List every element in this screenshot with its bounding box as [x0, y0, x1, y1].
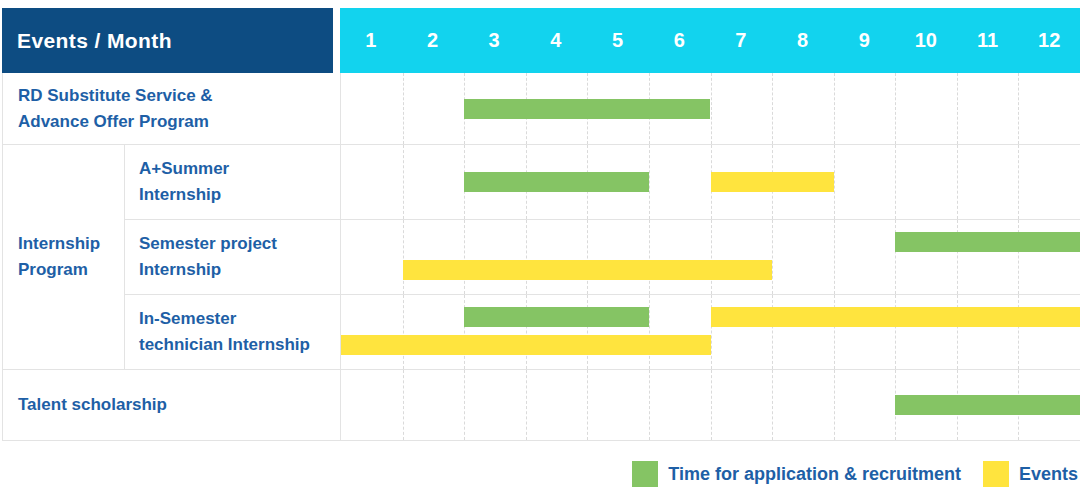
internship-program-group-row: Internship Program A+Summer Internship S…: [3, 145, 1080, 370]
month-gridline: [403, 370, 404, 440]
month-gridline: [772, 220, 773, 294]
table-body: RD Substitute Service & Advance Offer Pr…: [2, 73, 1080, 441]
month-gridline: [834, 145, 835, 219]
row-label-talent-scholarship: Talent scholarship: [3, 370, 340, 440]
month-gridline: [711, 370, 712, 440]
month-gridline: [526, 220, 527, 294]
month-header-cell-9: 9: [833, 8, 895, 73]
month-gridline: [403, 73, 404, 144]
month-gridline: [403, 295, 404, 369]
month-gridline: [526, 370, 527, 440]
month-header-cell-7: 7: [710, 8, 772, 73]
month-gridline: [649, 220, 650, 294]
event-bar: [403, 260, 773, 280]
month-gridline: [403, 145, 404, 219]
row-chart-rd-substitute: [340, 73, 1080, 144]
month-gridline: [587, 220, 588, 294]
month-gridline: [772, 370, 773, 440]
internship-program-subrows: A+Summer Internship Semester project Int…: [125, 145, 1080, 369]
month-gridline: [649, 370, 650, 440]
month-gridline: [1018, 145, 1019, 219]
month-header-row: 1 2 3 4 5 6 7 8 9 10 11 12: [340, 8, 1080, 73]
month-header-cell-2: 2: [402, 8, 464, 73]
event-bar: [341, 335, 711, 355]
month-gridline: [957, 73, 958, 144]
month-gridline: [464, 220, 465, 294]
row-label-in-semester: In-Semester technician Internship: [125, 295, 340, 369]
month-gridline: [464, 370, 465, 440]
month-gridline: [649, 145, 650, 219]
month-gridline: [711, 73, 712, 144]
month-header-cell-12: 12: [1018, 8, 1080, 73]
month-gridline: [711, 220, 712, 294]
month-gridline: [403, 220, 404, 294]
event-bar: [711, 307, 1080, 327]
group-label-internship-program: Internship Program: [3, 145, 125, 369]
row-chart-a-summer: [340, 145, 1080, 219]
table-row-in-semester: In-Semester technician Internship: [125, 295, 1080, 369]
application-bar: [464, 172, 649, 192]
application-swatch-icon: [632, 461, 658, 487]
month-header-cell-11: 11: [957, 8, 1019, 73]
table-header-row: Events / Month 1 2 3 4 5 6 7 8 9 10 11 1…: [2, 8, 1080, 73]
event-bar: [711, 172, 834, 192]
gantt-table: Events / Month 1 2 3 4 5 6 7 8 9 10 11 1…: [2, 8, 1080, 441]
month-gridline: [587, 370, 588, 440]
month-gridline: [834, 73, 835, 144]
table-row-semester-project: Semester project Internship: [125, 220, 1080, 295]
month-header-cell-8: 8: [772, 8, 834, 73]
month-header-cell-1: 1: [340, 8, 402, 73]
application-bar: [895, 232, 1080, 252]
month-gridline: [1018, 73, 1019, 144]
row-chart-talent-scholarship: [340, 370, 1080, 440]
row-label-semester-project: Semester project Internship: [125, 220, 340, 294]
application-bar: [895, 395, 1080, 415]
row-label-rd-substitute: RD Substitute Service & Advance Offer Pr…: [3, 73, 340, 144]
month-header-cell-5: 5: [587, 8, 649, 73]
row-label-a-summer: A+Summer Internship: [125, 145, 340, 219]
month-header-cell-3: 3: [463, 8, 525, 73]
corner-header-cell: Events / Month: [2, 8, 333, 73]
application-bar: [464, 99, 710, 119]
legend: Time for application & recruitment Event…: [632, 459, 1078, 489]
legend-label-application: Time for application & recruitment: [668, 464, 961, 485]
month-gridline: [649, 295, 650, 369]
month-header-cell-4: 4: [525, 8, 587, 73]
legend-item-events: Events: [983, 461, 1078, 487]
row-chart-semester-project: [340, 220, 1080, 294]
table-row-talent-scholarship: Talent scholarship: [3, 370, 1080, 441]
events-swatch-icon: [983, 461, 1009, 487]
month-gridline: [834, 370, 835, 440]
month-gridline: [834, 220, 835, 294]
month-gridline: [957, 145, 958, 219]
legend-label-events: Events: [1019, 464, 1078, 485]
month-gridline: [895, 73, 896, 144]
legend-item-application: Time for application & recruitment: [632, 461, 961, 487]
table-row-rd-substitute: RD Substitute Service & Advance Offer Pr…: [3, 73, 1080, 145]
application-bar: [464, 307, 649, 327]
events-month-gantt: Events / Month 1 2 3 4 5 6 7 8 9 10 11 1…: [0, 0, 1080, 494]
month-header-cell-10: 10: [895, 8, 957, 73]
month-header-cell-6: 6: [648, 8, 710, 73]
month-gridline: [772, 73, 773, 144]
month-gridline: [895, 145, 896, 219]
table-row-a-summer: A+Summer Internship: [125, 145, 1080, 220]
row-chart-in-semester: [340, 295, 1080, 369]
